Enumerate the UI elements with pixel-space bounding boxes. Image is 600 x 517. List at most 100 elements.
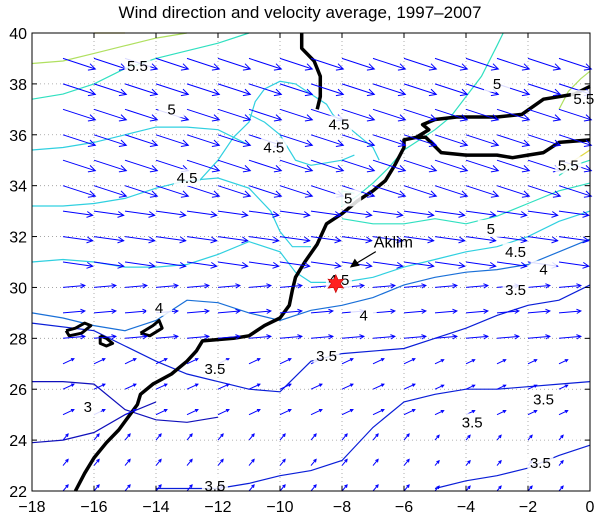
contour-label-bg	[527, 454, 554, 472]
wind-arrow-head	[173, 308, 180, 314]
contour-label: 4	[539, 262, 547, 279]
wind-arrow-shaft	[62, 57, 96, 70]
wind-arrow-head	[80, 308, 87, 314]
wind-arrow-shaft	[434, 236, 465, 242]
wind-arrow-head	[529, 485, 533, 490]
wind-arrow-head	[545, 308, 552, 314]
wind-arrow-head	[421, 283, 427, 289]
wind-arrow-head	[471, 359, 476, 363]
wind-arrow-head	[282, 433, 286, 438]
wind-arrow-shaft	[124, 484, 131, 492]
wind-arrow-shaft	[186, 134, 220, 146]
wind-arrow-head	[210, 211, 218, 218]
wind-arrow-shaft	[403, 409, 416, 416]
wind-arrow-shaft	[558, 384, 568, 390]
wind-arrow-shaft	[465, 384, 475, 390]
wind-arrow-shaft	[403, 108, 437, 121]
wind-arrow-shaft	[465, 310, 488, 314]
wind-arrow-head	[564, 359, 569, 363]
wind-arrow-shaft	[186, 185, 220, 197]
wind-arrow-shaft	[310, 484, 317, 492]
wind-arrow-shaft	[465, 335, 488, 339]
wind-arrow-shaft	[434, 83, 468, 95]
wind-arrow-shaft	[186, 57, 220, 70]
wind-arrow-head	[375, 458, 379, 463]
wind-arrow-shaft	[372, 459, 379, 466]
wind-arrow-head	[502, 410, 507, 414]
wind-arrow-shaft	[465, 159, 499, 172]
wind-arrow-head	[80, 283, 86, 289]
wind-arrow-shaft	[279, 409, 292, 416]
wind-arrow-shaft	[93, 459, 100, 466]
wind-arrow-head	[390, 283, 396, 289]
wind-arrow-shaft	[465, 261, 496, 267]
wind-arrow-head	[149, 139, 159, 147]
contour-lines	[31, 32, 591, 490]
wind-arrow-shaft	[62, 83, 96, 95]
wind-arrow-shaft	[558, 285, 581, 288]
contour-label: 4	[155, 300, 163, 317]
wind-arrow-shaft	[465, 108, 499, 121]
wind-arrow-shaft	[403, 261, 434, 267]
wind-arrow-head	[335, 63, 345, 71]
wind-arrow-head	[390, 334, 396, 340]
wind-arrow-shaft	[93, 484, 100, 492]
wind-arrow-shaft	[527, 359, 537, 365]
wind-arrow-head	[211, 88, 221, 97]
wind-arrow-head	[467, 434, 471, 439]
wind-arrow-head	[87, 190, 97, 198]
wind-arrow-head	[440, 384, 445, 388]
wind-arrow-shaft	[310, 159, 344, 172]
x-tick-label: −14	[142, 499, 169, 516]
contour-label: 5	[344, 190, 352, 207]
x-tick-label: −4	[457, 499, 475, 516]
wind-arrow-shaft	[279, 83, 313, 95]
wind-arrow-head	[380, 358, 385, 362]
x-tick-label: −12	[204, 499, 231, 516]
wind-arrow-head	[490, 139, 500, 147]
wind-arrow-shaft	[434, 261, 465, 267]
wind-arrow-shaft	[248, 108, 282, 121]
wind-arrow-head	[397, 88, 407, 97]
wind-arrow-head	[266, 334, 272, 340]
annotation-arrow	[355, 251, 377, 265]
wind-arrow-shaft	[217, 57, 251, 70]
wind-arrow-head	[335, 165, 345, 173]
wind-arrow-head	[397, 139, 407, 147]
wind-arrow-shaft	[372, 185, 406, 197]
wind-arrow-head	[366, 88, 376, 97]
wind-arrow-head	[163, 358, 168, 362]
wind-arrow-shaft	[434, 185, 468, 197]
wind-arrow-head	[344, 433, 348, 438]
wind-arrow-shaft	[124, 83, 158, 95]
wind-arrow-head	[117, 261, 125, 269]
wind-arrow-head	[266, 283, 272, 289]
wind-arrow-shaft	[217, 383, 230, 390]
wind-arrow-head	[490, 63, 500, 71]
wind-arrow-shaft	[93, 310, 116, 314]
wind-arrow-head	[467, 485, 471, 490]
wind-arrow-shaft	[279, 335, 302, 339]
wind-arrow-head	[87, 165, 97, 173]
wind-arrow-shaft	[93, 185, 127, 197]
wind-arrow-shaft	[310, 83, 344, 95]
wind-arrow-head	[375, 433, 379, 438]
wind-arrow-head	[80, 334, 86, 340]
wind-arrow-head	[521, 114, 531, 122]
wind-arrow-shaft	[527, 57, 561, 70]
wind-arrow-head	[335, 88, 345, 97]
wind-arrow-head	[86, 261, 94, 269]
annotation-label: Aklim	[374, 235, 413, 252]
wind-arrow-head	[149, 190, 159, 198]
wind-arrow-shaft	[155, 57, 189, 70]
wind-arrow-head	[303, 236, 311, 244]
wind-arrow-head	[96, 484, 100, 488]
wind-arrow-shaft	[496, 236, 527, 242]
wind-arrow-head	[304, 165, 314, 173]
wind-arrow-shaft	[527, 185, 561, 197]
wind-arrow-head	[204, 308, 211, 314]
wind-arrow-head	[179, 211, 187, 218]
wind-arrow-shaft	[341, 108, 375, 121]
wind-arrow-shaft	[62, 358, 75, 365]
wind-arrow-shaft	[403, 459, 410, 466]
